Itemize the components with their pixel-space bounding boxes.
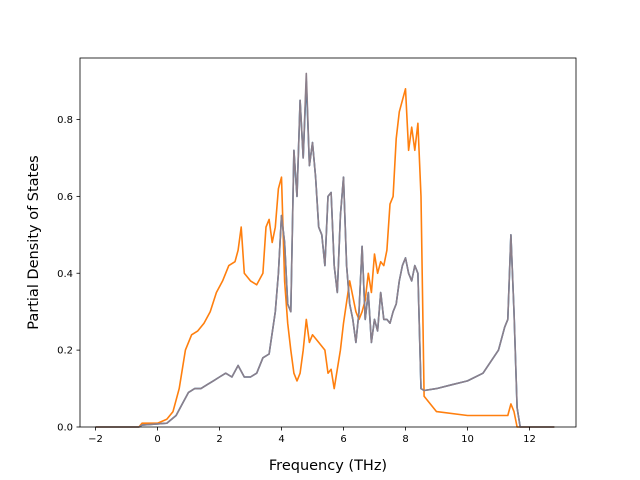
axes-frame xyxy=(79,57,577,428)
y-tick-label: 0.6 xyxy=(57,192,73,203)
x-tick-label: 6 xyxy=(340,434,346,445)
y-tick-label: 0.0 xyxy=(57,423,73,434)
y-axis-title: Partial Density of States xyxy=(26,155,42,329)
series-line-2 xyxy=(95,88,555,428)
series-layer xyxy=(95,72,555,428)
x-axis-ticks: −2 0 2 4 6 8 10 12 xyxy=(88,427,536,445)
x-tick-label: 0 xyxy=(154,434,160,445)
y-tick-label: 0.2 xyxy=(57,346,73,357)
plot-area xyxy=(79,57,577,428)
x-tick-label: −2 xyxy=(88,434,103,445)
x-tick-label: 12 xyxy=(523,434,536,445)
y-axis-ticks: 0.0 0.2 0.4 0.6 0.8 xyxy=(57,115,80,434)
x-tick-label: 4 xyxy=(278,434,284,445)
x-tick-label: 2 xyxy=(216,434,222,445)
y-tick-label: 0.4 xyxy=(57,269,73,280)
x-axis-title: Frequency (THz) xyxy=(269,458,387,474)
series-line-3 xyxy=(95,72,555,428)
y-tick-label: 0.8 xyxy=(57,115,73,126)
x-tick-label: 10 xyxy=(461,434,474,445)
x-tick-label: 8 xyxy=(402,434,408,445)
